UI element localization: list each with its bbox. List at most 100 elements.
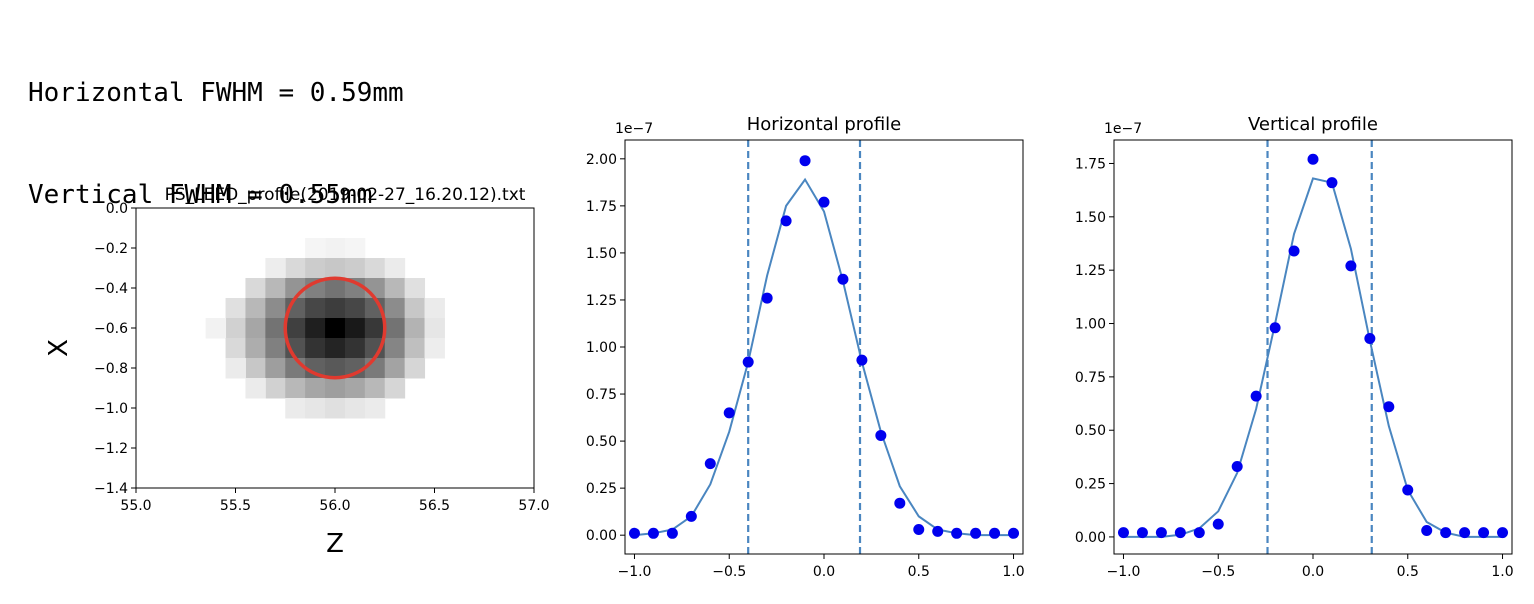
vertical-profile-data-point bbox=[1174, 527, 1186, 539]
heatmap-cell bbox=[325, 398, 346, 419]
heatmap-cell bbox=[305, 258, 326, 279]
heatmap-cell bbox=[265, 338, 286, 359]
vertical-profile-offset-label: 1e−7 bbox=[1104, 121, 1142, 137]
heatmap-cell bbox=[305, 398, 326, 419]
heatmap-cell bbox=[364, 378, 386, 399]
x-tick-label: 55.5 bbox=[220, 498, 251, 514]
y-tick-label: −1.0 bbox=[94, 401, 128, 417]
heatmap-cell bbox=[364, 358, 386, 379]
vertical-profile-y-tick-label: 1.00 bbox=[1075, 317, 1106, 333]
y-tick-label: −1.2 bbox=[94, 441, 128, 457]
heatmap-cell bbox=[364, 278, 386, 299]
horizontal-profile-y-tick-label: 1.25 bbox=[586, 293, 617, 309]
vertical-profile-data-point bbox=[1497, 527, 1509, 539]
heatmap-cell bbox=[245, 378, 266, 399]
heatmap-cell bbox=[384, 298, 406, 319]
heatmap-cell bbox=[325, 238, 346, 259]
heatmap-cell bbox=[285, 318, 306, 339]
heatmap-cell bbox=[344, 378, 366, 399]
heatmap-cell bbox=[285, 358, 306, 379]
vertical-profile-x-tick-label: 0.0 bbox=[1302, 564, 1324, 580]
vertical-profile-fit-line bbox=[1123, 177, 1503, 538]
heatmap-cell bbox=[344, 318, 366, 339]
horizontal-profile-x-tick-label: 0.0 bbox=[813, 564, 835, 580]
vertical-fwhm-text: Vertical FWHM = 0.55mm bbox=[28, 180, 373, 210]
horizontal-profile-data-point bbox=[1008, 527, 1020, 539]
heatmap-cell bbox=[404, 298, 426, 319]
horizontal-profile-x-tick-label: 0.5 bbox=[908, 564, 930, 580]
horizontal-profile-offset-label: 1e−7 bbox=[615, 121, 653, 137]
heatmap-cell bbox=[265, 358, 286, 379]
heatmap-cell bbox=[325, 318, 346, 339]
horizontal-profile-data-point bbox=[685, 510, 697, 522]
heatmap-cell bbox=[305, 338, 326, 359]
vertical-profile-data-point bbox=[1307, 153, 1319, 165]
horizontal-profile-data-point bbox=[666, 527, 678, 539]
horizontal-profile-data-point bbox=[723, 407, 735, 419]
vertical-profile-y-tick-label: 0.75 bbox=[1075, 370, 1106, 386]
heatmap-cell bbox=[305, 358, 326, 379]
heatmap-cell bbox=[245, 298, 266, 319]
vertical-profile-data-point bbox=[1421, 525, 1433, 537]
horizontal-profile-data-point bbox=[628, 527, 640, 539]
heatmap-cell bbox=[265, 298, 286, 319]
heatmap-cell bbox=[384, 278, 406, 299]
y-tick-label: −0.4 bbox=[94, 281, 128, 297]
heatmap-cell bbox=[384, 258, 406, 279]
horizontal-profile-y-tick-label: 0.75 bbox=[586, 387, 617, 403]
x-axis-label: Z bbox=[326, 529, 344, 559]
vertical-profile-x-tick-label: 1.0 bbox=[1491, 564, 1513, 580]
vertical-profile-x-tick-label: −1.0 bbox=[1106, 564, 1140, 580]
vertical-profile-x-tick-label: 0.5 bbox=[1397, 564, 1419, 580]
heatmap-cell bbox=[404, 278, 426, 299]
vertical-profile-y-tick-label: 0.00 bbox=[1075, 530, 1106, 546]
heatmap-cell bbox=[404, 338, 426, 359]
heatmap-cell bbox=[265, 258, 286, 279]
horizontal-profile-data-point bbox=[837, 273, 849, 285]
heatmap-cell bbox=[325, 358, 346, 379]
horizontal-profile-y-tick-label: 1.50 bbox=[586, 246, 617, 262]
heatmap-cell bbox=[305, 298, 326, 319]
horizontal-profile-data-point bbox=[647, 527, 659, 539]
y-tick-label: −0.8 bbox=[94, 361, 128, 377]
vertical-profile-y-tick-label: 1.25 bbox=[1075, 263, 1106, 279]
y-tick-label: 0.0 bbox=[106, 201, 128, 217]
heatmap-cell bbox=[245, 338, 266, 359]
heatmap-cell bbox=[305, 318, 326, 339]
heatmap-cell bbox=[404, 358, 426, 379]
vertical-profile-y-tick-label: 1.50 bbox=[1075, 210, 1106, 226]
horizontal-profile-data-point bbox=[951, 527, 963, 539]
vertical-profile-y-tick-label: 0.25 bbox=[1075, 477, 1106, 493]
heatmap-cell bbox=[265, 278, 286, 299]
heatmap-title: PS_LEED_profile(2019-02-27_16.20.12).txt bbox=[165, 185, 526, 205]
horizontal-profile-y-tick-label: 0.50 bbox=[586, 434, 617, 450]
heatmap-cell bbox=[265, 378, 286, 399]
horizontal-fwhm-text: Horizontal FWHM = 0.59mm bbox=[28, 78, 404, 108]
heatmap-cell bbox=[384, 358, 406, 379]
heatmap-cell bbox=[364, 318, 386, 339]
horizontal-profile-data-point bbox=[875, 429, 887, 441]
horizontal-profile-title: Horizontal profile bbox=[747, 114, 902, 135]
y-tick-label: −1.4 bbox=[94, 481, 128, 497]
vertical-profile-frame bbox=[1113, 139, 1513, 555]
fwhm-circle bbox=[283, 276, 387, 380]
horizontal-profile-data-point bbox=[989, 527, 1001, 539]
horizontal-profile-x-tick-label: −1.0 bbox=[617, 564, 651, 580]
vertical-profile-data-point bbox=[1326, 177, 1338, 189]
heatmap-cell bbox=[364, 338, 386, 359]
heatmap-cell bbox=[305, 238, 326, 259]
vertical-profile-data-point bbox=[1117, 527, 1129, 539]
vertical-profile-panel: Vertical profile 1e−7 −1.0 −0.5 0.0 0.5 1.0 0.0… bbox=[1075, 114, 1514, 580]
vertical-profile-data-point bbox=[1212, 518, 1224, 530]
vertical-profile-data-point bbox=[1193, 527, 1205, 539]
heatmap-cell bbox=[424, 338, 445, 359]
vertical-profile-y-tick-label: 0.50 bbox=[1075, 423, 1106, 439]
heatmap-cell bbox=[344, 338, 366, 359]
horizontal-profile-data-point bbox=[970, 527, 982, 539]
heatmap-cell bbox=[325, 278, 346, 299]
vertical-profile-data-point bbox=[1383, 401, 1395, 413]
vertical-profile-data-point bbox=[1459, 527, 1471, 539]
x-tick-label: 55.0 bbox=[120, 498, 151, 514]
vertical-profile-data-point bbox=[1155, 527, 1167, 539]
